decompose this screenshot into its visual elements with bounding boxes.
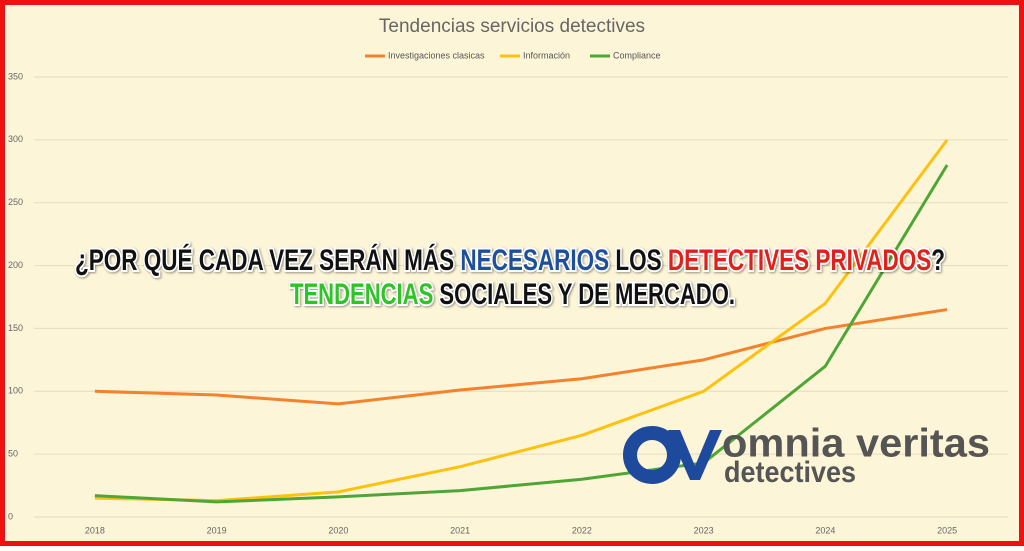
x-tick-label: 2023 (694, 525, 714, 535)
logo-mark (623, 426, 681, 484)
x-tick-label: 2025 (937, 525, 957, 535)
headline-line2: TENDENCIAS SOCIALES Y DE MERCADO. (290, 278, 735, 311)
x-tick-label: 2019 (207, 525, 227, 535)
series-line (94, 138, 949, 503)
series-line (94, 164, 949, 504)
legend-label: Investigaciones clasicas (388, 50, 485, 60)
x-tick-label: 2021 (450, 525, 470, 535)
logo: omnia veritas detectives (623, 422, 990, 489)
legend-label: Información (523, 50, 570, 60)
logo-name: omnia veritas (722, 422, 990, 466)
x-tick-label: 2024 (815, 525, 835, 535)
y-tick-label: 100 (8, 386, 23, 396)
headline-segment: LOS (609, 244, 668, 277)
x-tick-label: 2018 (85, 525, 105, 535)
chart-title: Tendencias servicios detectives (379, 16, 645, 37)
headline-segment: ¿POR QUÉ CADA VEZ SERÁN MÁS (75, 243, 460, 277)
headline-segment: DETECTIVES PRIVADOS (668, 244, 931, 277)
headline-segment: SOCIALES Y DE MERCADO. (433, 278, 735, 311)
y-tick-label: 300 (8, 134, 23, 144)
x-tick-label: 2022 (572, 525, 592, 535)
x-tick-label: 2020 (328, 525, 348, 535)
y-tick-label: 350 (8, 71, 23, 81)
y-tick-label: 50 (8, 449, 18, 459)
headline-segment: TENDENCIAS (290, 278, 433, 311)
logo-tagline: detectives (724, 456, 856, 489)
y-tick-label: 200 (8, 260, 23, 270)
series-line (94, 308, 948, 406)
y-tick-label: 150 (8, 323, 23, 333)
headline-segment: NECESARIOS (460, 244, 609, 277)
y-tick-label: 0 (8, 511, 13, 521)
logo-mark (668, 430, 722, 480)
headline-segment: ? (931, 244, 945, 277)
legend-label: Compliance (613, 50, 661, 60)
y-tick-label: 250 (8, 197, 23, 207)
headline-line1: ¿POR QUÉ CADA VEZ SERÁN MÁS NECESARIOS L… (75, 243, 945, 277)
